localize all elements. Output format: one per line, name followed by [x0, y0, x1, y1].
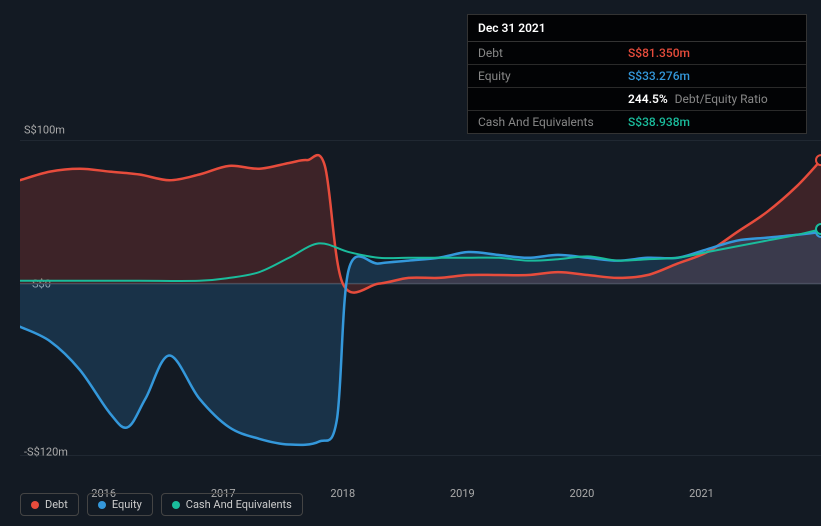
tooltip-row: EquityS$33.276m [468, 65, 806, 88]
legend-item-label: Debt [45, 498, 68, 511]
x-axis-label: 2020 [570, 487, 595, 500]
tooltip-row: 244.5% Debt/Equity Ratio [468, 88, 806, 111]
legend-item[interactable]: Equity [87, 493, 153, 516]
tooltip-row-value: 244.5% Debt/Equity Ratio [628, 92, 768, 106]
tooltip-row-label [478, 92, 628, 106]
tooltip-row-value: S$33.276m [628, 69, 690, 83]
x-axis-label: 2019 [450, 487, 475, 500]
tooltip-date: Dec 31 2021 [468, 15, 806, 42]
tooltip-row-label: Equity [478, 69, 628, 83]
tooltip-row: DebtS$81.350m [468, 42, 806, 65]
legend-dot-icon [98, 501, 106, 509]
legend-item-label: Equity [112, 498, 142, 511]
x-axis-label: 2021 [689, 487, 714, 500]
y-axis-label: S$100m [24, 124, 65, 137]
legend-item-label: Cash And Equivalents [186, 498, 292, 511]
chart-plot[interactable] [20, 140, 821, 456]
chart-legend: Debt Equity Cash And Equivalents [20, 493, 303, 516]
legend-dot-icon [172, 501, 180, 509]
tooltip-row-label: Debt [478, 46, 628, 60]
tooltip-row-value: S$81.350m [628, 46, 690, 60]
legend-item[interactable]: Debt [20, 493, 79, 516]
chart-tooltip: Dec 31 2021 DebtS$81.350mEquityS$33.276m… [467, 14, 807, 134]
legend-item[interactable]: Cash And Equivalents [161, 493, 303, 516]
x-axis-label: 2018 [330, 487, 355, 500]
chart-area: S$100mS$0-S$120m 20162017201820192020202… [20, 120, 821, 480]
legend-dot-icon [31, 501, 39, 509]
